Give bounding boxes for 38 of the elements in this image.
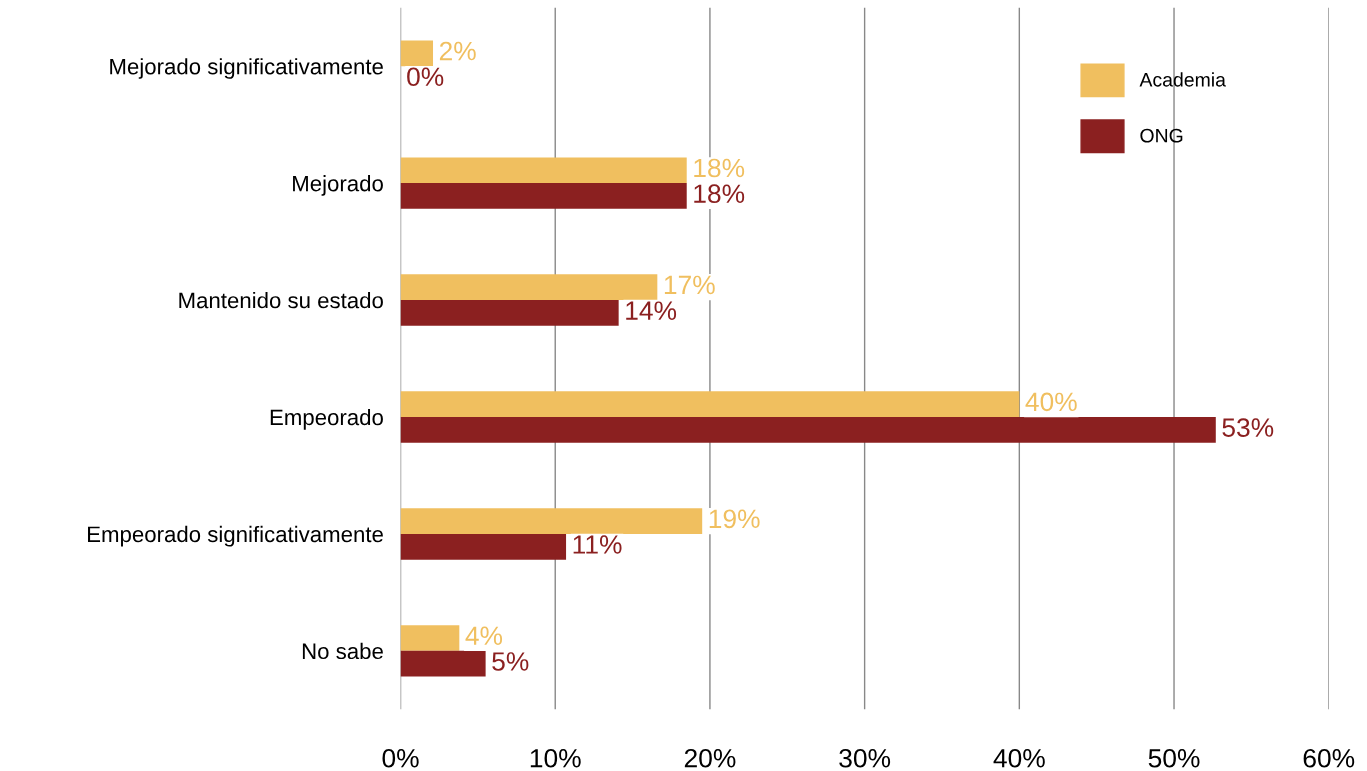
data-label: 18% [694,184,745,204]
bar [400,157,687,184]
legend-label: Academia [1139,72,1226,87]
data-label: 0% [407,67,444,87]
data-label: 11% [573,535,622,554]
x-tick-label: 40% [993,748,1045,768]
y-tick-label: No sabe [302,642,383,660]
bar [400,40,434,67]
bar [400,625,460,651]
bar [400,274,658,301]
bar [400,508,703,534]
data-label: 5% [492,652,529,671]
legend-label: ONG [1140,128,1183,143]
data-label: 14% [626,301,677,320]
data-label: 2% [439,41,476,61]
x-tick-label: 20% [684,748,736,768]
data-label: 18% [694,158,745,178]
data-label: 40% [1025,392,1077,412]
x-tick-label: 10% [530,748,581,768]
bar [400,416,1216,443]
data-label: 19% [709,509,760,529]
bar [400,391,1020,417]
data-label: 17% [664,275,715,295]
data-label: 53% [1222,418,1274,437]
x-tick-label: 50% [1148,748,1200,768]
x-tick-label: 0% [382,748,419,768]
bar [400,533,567,560]
y-tick-label: Mejorado significativamente [110,58,383,79]
y-tick-label: Empeorado [270,408,383,430]
bar [400,300,619,326]
data-label: 4% [465,626,503,645]
y-tick-label: Mantenido su estado [179,292,383,309]
x-tick-label: 30% [839,748,891,768]
bar [400,650,486,677]
y-tick-label: Empeorado significativamente [88,525,383,547]
bar [400,183,687,209]
x-tick-label: 60% [1303,748,1355,768]
y-tick-label: Mejorado [293,175,383,196]
